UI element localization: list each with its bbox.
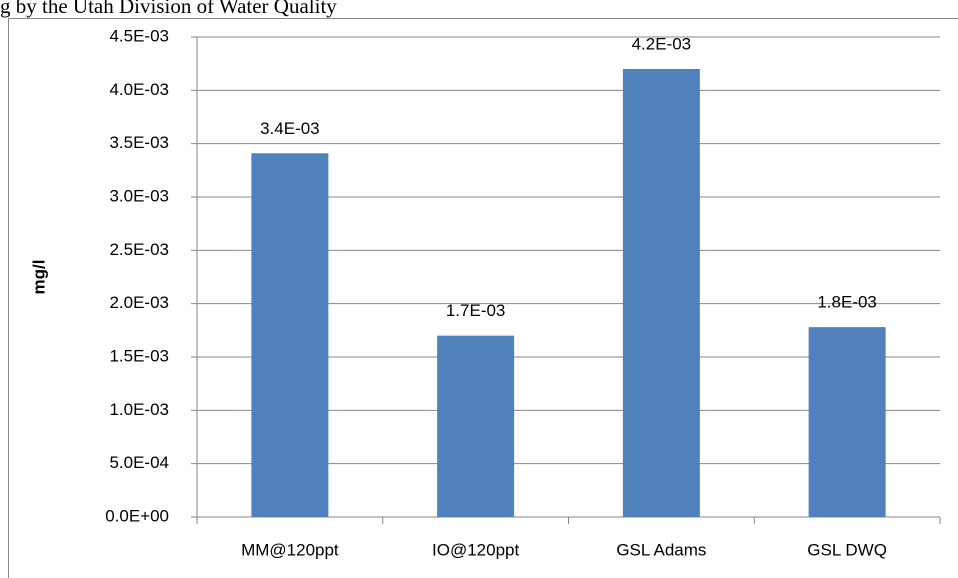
y-tick-label: 3.0E-03 (109, 186, 169, 205)
x-tick-label: MM@120ppt (241, 540, 339, 559)
y-tick-label: 2.0E-03 (109, 293, 169, 312)
value-label: 4.2E-03 (632, 34, 692, 53)
value-label: 3.4E-03 (260, 119, 320, 138)
bar (808, 327, 886, 517)
y-axis-label: mg/l (29, 260, 48, 295)
x-tick-label: IO@120ppt (432, 540, 519, 559)
y-tick-label: 1.0E-03 (109, 400, 169, 419)
y-tick-label: 0.0E+00 (105, 506, 169, 525)
header-bg (0, 0, 958, 18)
value-label: 1.7E-03 (446, 301, 506, 320)
y-tick-label: 5.0E-04 (109, 453, 169, 472)
bar (437, 335, 515, 517)
header-text: g by the Utah Division of Water Quality (0, 0, 337, 18)
bar (622, 69, 700, 517)
value-label: 1.8E-03 (817, 293, 877, 312)
y-tick-label: 4.0E-03 (109, 80, 169, 99)
x-tick-label: GSL Adams (616, 540, 706, 559)
x-tick-label: GSL DWQ (807, 540, 887, 559)
bar (251, 153, 329, 517)
y-tick-label: 1.5E-03 (109, 346, 169, 365)
y-tick-label: 2.5E-03 (109, 240, 169, 259)
y-tick-label: 4.5E-03 (109, 26, 169, 45)
y-tick-label: 3.5E-03 (109, 133, 169, 152)
